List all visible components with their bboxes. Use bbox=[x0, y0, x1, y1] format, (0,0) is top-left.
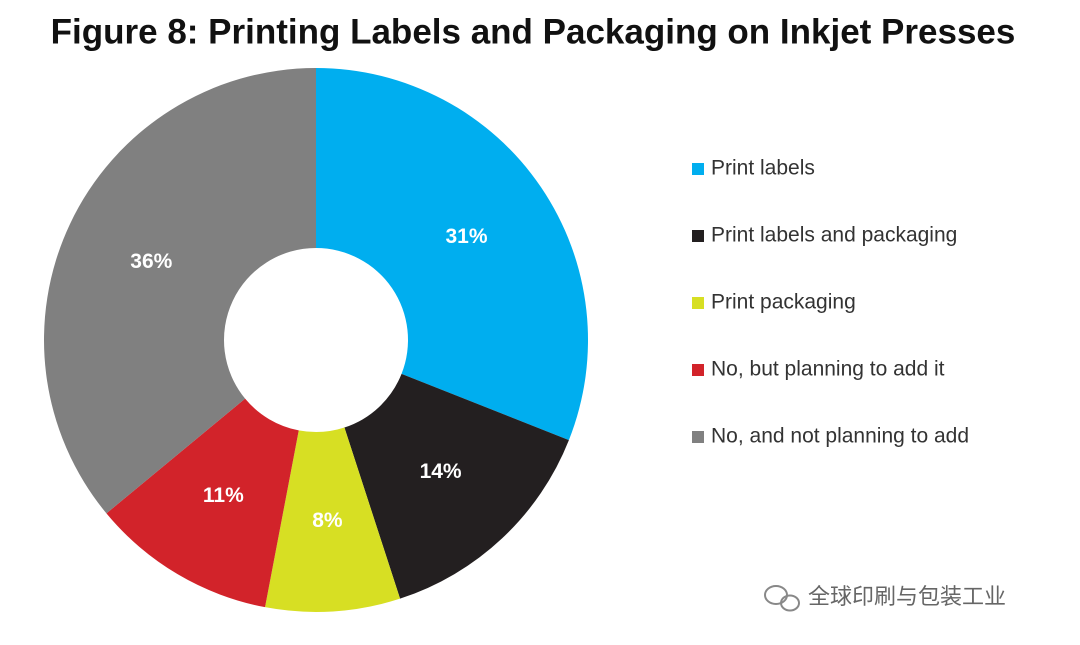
slice bbox=[106, 398, 299, 608]
slice bbox=[265, 427, 401, 613]
data-label: 36% bbox=[130, 250, 172, 273]
legend-swatch bbox=[692, 163, 704, 175]
legend-label: Print labels and packaging bbox=[711, 224, 957, 247]
legend-swatch bbox=[692, 230, 704, 242]
legend-swatch bbox=[692, 431, 704, 443]
legend-swatch bbox=[692, 297, 704, 309]
legend-label: Print packaging bbox=[711, 291, 856, 314]
legend-label: Print labels bbox=[711, 157, 815, 180]
watermark: 全球印刷与包装工业 bbox=[808, 584, 1006, 609]
slice bbox=[44, 68, 317, 514]
data-label: 31% bbox=[446, 225, 488, 248]
legend-label: No, but planning to add it bbox=[711, 358, 945, 381]
data-label: 14% bbox=[420, 460, 462, 483]
legend-swatch bbox=[692, 364, 704, 376]
watermark-icon bbox=[764, 585, 800, 612]
slice bbox=[344, 373, 569, 599]
data-label: 11% bbox=[203, 484, 244, 507]
slice bbox=[316, 68, 588, 441]
legend-label: No, and not planning to add bbox=[711, 425, 969, 448]
data-label: 8% bbox=[312, 509, 343, 532]
chart-title: Figure 8: Printing Labels and Packaging … bbox=[51, 12, 1016, 51]
